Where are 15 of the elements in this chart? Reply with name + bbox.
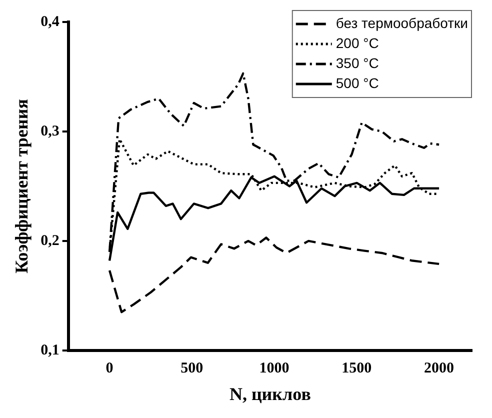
y-axis-title: Коэффициент трения xyxy=(11,98,32,274)
x-tick-label: 1000 xyxy=(259,360,290,376)
legend-label: 200 °C xyxy=(336,34,379,51)
y-tick-label: 0,4 xyxy=(40,14,60,30)
x-tick-label: 1500 xyxy=(342,360,372,376)
y-tick-label: 0,1 xyxy=(40,342,60,358)
y-tick-label: 0,3 xyxy=(40,123,60,140)
legend-label: 350 °C xyxy=(336,54,379,71)
legend-label: без термообработки xyxy=(336,14,468,31)
legend-label: 500 °C xyxy=(336,74,379,91)
x-axis-title: N, циклов xyxy=(229,384,312,404)
x-tick-label: 0 xyxy=(106,360,114,376)
x-tick-label: 2000 xyxy=(424,360,454,376)
y-tick-label: 0,2 xyxy=(40,232,60,249)
x-tick-label: 500 xyxy=(180,360,204,376)
